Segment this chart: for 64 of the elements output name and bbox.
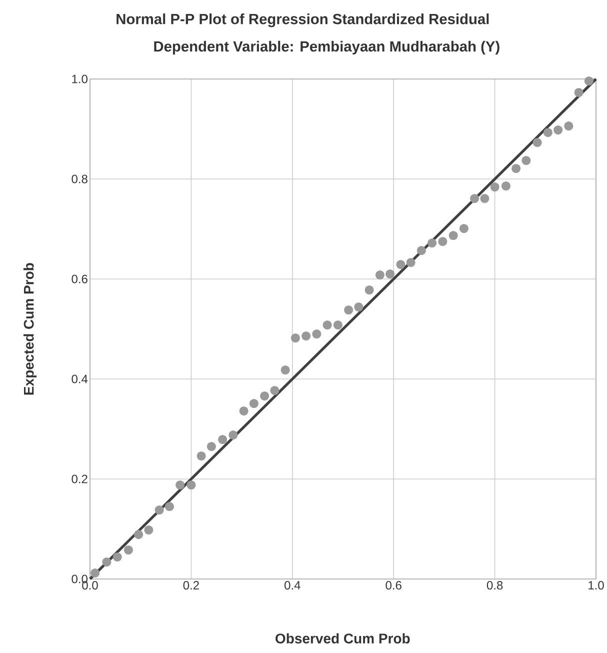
point — [206, 442, 216, 452]
y-tick-label: 0.6 — [72, 274, 88, 284]
point — [396, 260, 406, 270]
x-axis-title: Observed Cum Prob — [276, 633, 410, 644]
point — [543, 128, 552, 138]
y-tick-label: 1.0 — [72, 74, 88, 84]
point — [364, 285, 374, 295]
point — [522, 156, 531, 166]
point — [459, 224, 468, 234]
y-tick-label: 0.8 — [72, 174, 88, 184]
x-tick-label: 0.8 — [486, 581, 503, 590]
point — [280, 365, 290, 375]
point — [501, 181, 510, 191]
point — [302, 331, 311, 341]
x-tick-label: 1.0 — [588, 581, 604, 590]
point — [249, 398, 258, 408]
point — [90, 568, 100, 578]
point — [144, 525, 154, 535]
x-tick-label: 0.0 — [82, 581, 98, 590]
point — [574, 88, 584, 98]
point — [512, 164, 521, 174]
point — [354, 302, 364, 312]
point — [228, 430, 238, 440]
point — [112, 552, 122, 562]
point — [186, 480, 196, 490]
point — [333, 320, 342, 330]
point — [270, 386, 280, 396]
x-tick-label: 0.4 — [284, 581, 300, 590]
point — [480, 194, 490, 204]
point — [428, 238, 437, 248]
point — [154, 505, 164, 515]
point — [218, 434, 228, 444]
point — [438, 236, 448, 246]
point — [386, 269, 395, 279]
point — [134, 530, 144, 540]
chart-subtitle: Dependent Variable: Pembiayaan Mudharabah (Y) — [154, 40, 500, 54]
y-axis-title: Expected Cum Prob — [23, 263, 37, 395]
x-tick-label: 0.6 — [386, 581, 402, 590]
y-tick-label: 0.4 — [72, 374, 88, 384]
point — [448, 230, 458, 240]
x-tick-label: 0.2 — [183, 581, 199, 590]
point — [102, 557, 112, 567]
point — [239, 406, 248, 416]
point — [290, 333, 300, 343]
point — [322, 320, 332, 330]
point — [375, 270, 384, 280]
point — [490, 182, 500, 192]
point — [260, 391, 270, 401]
point — [124, 545, 133, 555]
point — [344, 305, 354, 315]
point — [470, 194, 480, 204]
chart-title: Normal P-P Plot of Regression Standardized Residual — [116, 13, 489, 28]
point — [196, 451, 206, 461]
point — [416, 246, 426, 256]
point — [312, 329, 322, 339]
point — [564, 121, 574, 131]
point — [554, 125, 563, 135]
point — [176, 480, 185, 490]
y-tick-label: 0.0 — [72, 574, 88, 584]
point — [406, 258, 416, 268]
point — [532, 138, 542, 148]
point — [584, 76, 594, 86]
point — [164, 502, 174, 512]
y-tick-label: 0.2 — [72, 474, 88, 484]
